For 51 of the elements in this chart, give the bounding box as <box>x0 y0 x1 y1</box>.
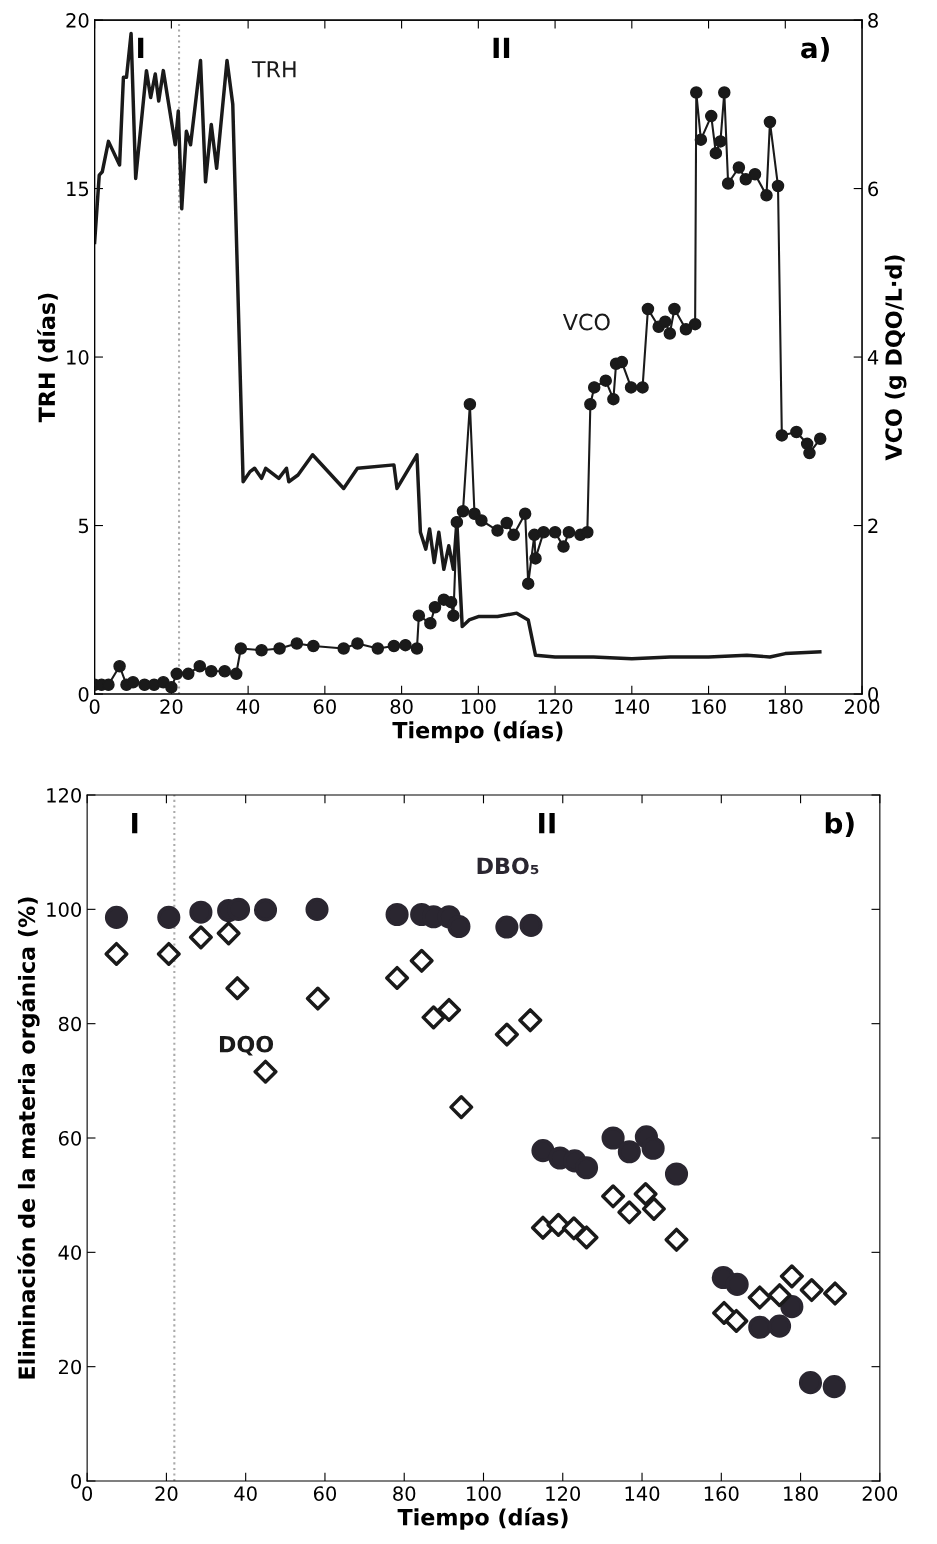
y-tick-label: 15 <box>67 181 89 197</box>
x-tick-label: 160 <box>704 1486 739 1501</box>
y-tick-label: 100 <box>47 902 81 917</box>
x-tick-label: 60 <box>313 1486 337 1501</box>
y-tick-label: 0 <box>71 1473 81 1489</box>
x-axis-title: Tiempo (días) <box>392 720 563 743</box>
x-tick-label: 80 <box>390 699 413 714</box>
x-tick-label: 20 <box>160 699 183 714</box>
x-tick-label: 140 <box>615 699 650 714</box>
y-tick-label: 0 <box>78 686 89 702</box>
y2-axis-title: VCO (g DQO/L·d) <box>884 255 907 461</box>
y-axis-title: TRH (días) <box>37 293 58 423</box>
x-tick-label: 20 <box>155 1486 178 1501</box>
x-tick-label: 40 <box>236 699 260 714</box>
x-tick-label: 0 <box>89 699 100 714</box>
y2-tick-label: 8 <box>868 13 878 28</box>
x-tick-label: 40 <box>234 1486 257 1501</box>
x-tick-label: 140 <box>625 1486 660 1501</box>
y-axis-title: Eliminación de la materia orgánica (%) <box>17 897 40 1379</box>
y-tick-label: 5 <box>78 518 89 534</box>
x-axis-title: Tiempo (días) <box>397 1507 568 1530</box>
series-label: TRH <box>251 61 296 78</box>
y-tick-label: 120 <box>47 787 81 803</box>
y2-tick-label: 4 <box>867 350 879 365</box>
y-tick-label: 20 <box>66 13 89 28</box>
x-tick-label: 120 <box>546 1486 581 1501</box>
x-tick-label: 180 <box>784 1486 818 1501</box>
annotation: a) <box>801 36 829 62</box>
x-tick-label: 60 <box>313 699 336 714</box>
x-tick-label: 100 <box>461 699 496 714</box>
series-label: DQO <box>219 1035 274 1056</box>
x-tick-label: 120 <box>538 699 573 714</box>
y-tick-label: 20 <box>58 1359 81 1375</box>
annotation: II <box>539 813 555 834</box>
x-tick-label: 160 <box>692 699 726 714</box>
annotation: I <box>132 813 138 834</box>
series-label: VCO <box>562 313 610 331</box>
x-tick-label: 100 <box>467 1486 501 1501</box>
annotation: I <box>138 37 144 59</box>
annotation: II <box>493 37 510 59</box>
x-tick-label: 200 <box>862 1486 898 1501</box>
y2-tick-label: 6 <box>868 181 879 197</box>
y-tick-label: 10 <box>67 350 89 365</box>
y-tick-label: 60 <box>58 1130 81 1146</box>
annotation: b) <box>825 812 854 837</box>
y-tick-label: 80 <box>58 1016 81 1032</box>
x-tick-label: 80 <box>393 1486 416 1501</box>
x-tick-label: 180 <box>768 699 803 714</box>
series-label: DBO₅ <box>477 857 539 875</box>
y2-tick-label: 2 <box>868 518 878 533</box>
y-tick-label: 40 <box>58 1245 81 1260</box>
